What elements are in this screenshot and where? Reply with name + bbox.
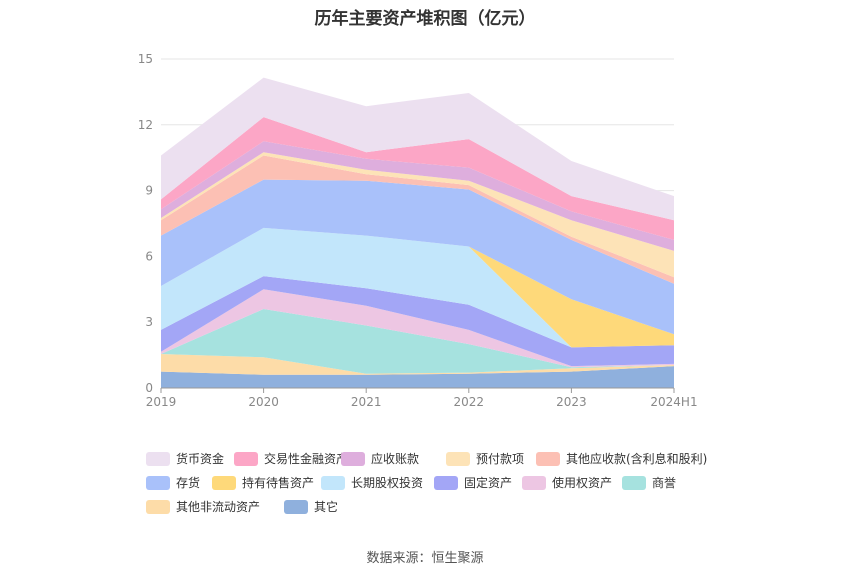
legend-label: 固定资产 [464,476,513,490]
legend-item[interactable]: 预付款项 [446,450,524,467]
area-其他应收款(含利息和股利) [161,155,674,284]
legend-swatch [284,499,308,514]
chart-title: 历年主要资产堆积图（亿元） [314,9,536,29]
x-tick-label: 2022 [454,395,485,409]
area-使用权资产 [161,289,674,368]
legend-swatch [146,499,170,514]
legend-swatch [341,451,365,466]
legend-swatch [536,451,560,466]
legend-label: 货币资金 [176,452,225,466]
area-其他非流动资产 [161,354,674,375]
legend-label: 持有待售资产 [242,476,315,490]
area-货币资金 [161,77,674,221]
legend-item[interactable]: 存货 [146,474,200,491]
legend-swatch [434,475,458,490]
legend-swatch [234,451,258,466]
y-tick-label: 3 [145,315,153,329]
legend-label: 商誉 [652,476,677,490]
legend-swatch [522,475,546,490]
legend-item[interactable]: 长期股权投资 [321,474,423,491]
area-预付款项 [161,152,674,278]
legend-label: 存货 [176,476,201,490]
legend-item[interactable]: 其它 [284,498,338,515]
y-tick-label: 0 [145,381,153,395]
area-存货 [161,179,674,335]
legend-label: 预付款项 [476,452,525,466]
legend-label: 其他非流动资产 [176,500,261,514]
legend-label: 其他应收款(含利息和股利) [566,452,708,466]
area-应收账款 [161,141,674,251]
area-长期股权投资 [161,227,674,348]
area-商誉 [161,309,674,374]
x-tick-label: 2021 [351,395,382,409]
x-tick-label: 2023 [556,395,587,409]
y-tick-label: 12 [138,118,153,132]
legend-item[interactable]: 交易性金融资产 [234,450,348,467]
x-tick-label: 2024H1 [650,395,697,409]
legend-label: 交易性金融资产 [264,452,349,466]
legend-item[interactable]: 其他非流动资产 [146,498,260,515]
legend-swatch [321,475,345,490]
legend-item[interactable]: 其他应收款(含利息和股利) [536,450,707,467]
y-tick-label: 9 [145,184,153,198]
data-source: 数据来源：恒生聚源 [366,551,484,566]
legend-item[interactable]: 商誉 [622,474,676,491]
legend-swatch [622,475,646,490]
area-其它 [161,366,674,388]
legend-item[interactable]: 持有待售资产 [212,474,314,491]
legend-label: 长期股权投资 [351,476,424,490]
legend-swatch [146,451,170,466]
legend-item[interactable]: 应收账款 [341,450,419,467]
legend-swatch [446,451,470,466]
legend-item[interactable]: 货币资金 [146,450,224,467]
x-tick-label: 2020 [248,395,279,409]
area-固定资产 [161,276,674,367]
legend-label: 其它 [314,500,339,514]
area-持有待售资产 [161,227,674,348]
legend-swatch [212,475,236,490]
x-tick-label: 2019 [146,395,177,409]
legend-label: 使用权资产 [552,476,613,490]
legend-item[interactable]: 固定资产 [434,474,512,491]
legend-label: 应收账款 [371,452,420,466]
y-tick-label: 6 [145,249,153,263]
y-tick-label: 15 [138,52,153,66]
legend-swatch [146,475,170,490]
legend-item[interactable]: 使用权资产 [522,474,612,491]
